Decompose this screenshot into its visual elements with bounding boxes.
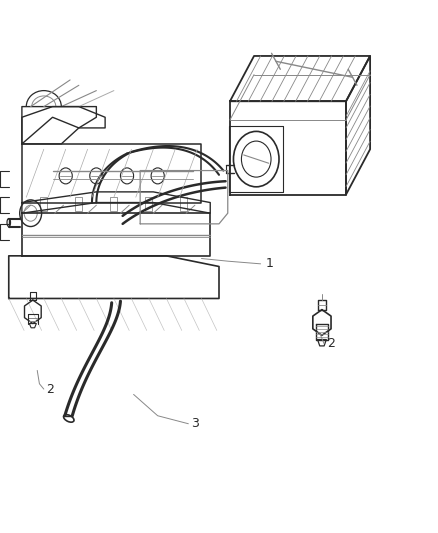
Bar [40, 197, 47, 211]
Text: 3: 3 [191, 417, 199, 430]
Bar [75, 197, 82, 211]
Bar [110, 197, 117, 211]
Text: 2: 2 [327, 337, 335, 350]
Bar [180, 197, 187, 211]
Text: 1: 1 [265, 257, 273, 270]
Text: 2: 2 [46, 383, 54, 395]
Bar [145, 197, 152, 211]
